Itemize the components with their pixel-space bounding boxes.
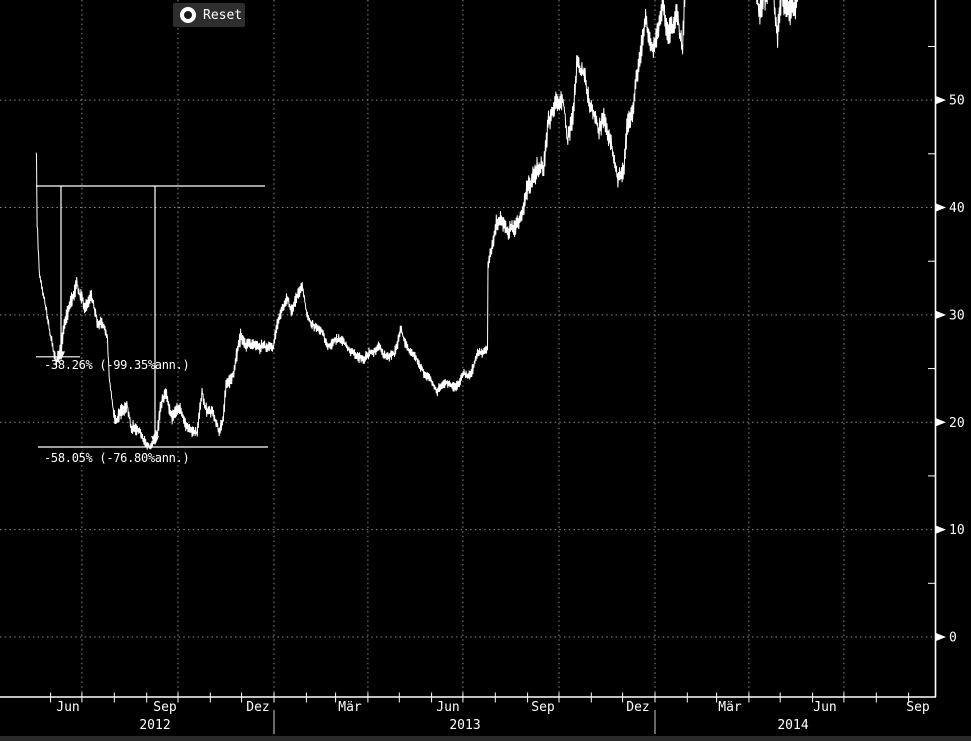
- x-axis-month-label: Sep: [153, 700, 177, 715]
- x-axis-month-label: Mär: [718, 700, 742, 715]
- y-axis-tick-label: 50: [949, 94, 965, 109]
- measure-label: -38.26% (-99.35%ann.): [44, 358, 189, 372]
- x-axis-month-label: Sep: [906, 700, 930, 715]
- reset-button-label: Reset: [203, 7, 243, 23]
- price-line: [35, 0, 799, 450]
- x-axis-year-label: 2012: [139, 718, 170, 733]
- y-tick-arrow-icon: [936, 418, 946, 427]
- x-axis-month-label: Mär: [338, 700, 362, 715]
- y-tick-arrow-icon: [936, 633, 946, 641]
- x-axis-year-label: 2013: [449, 718, 480, 733]
- measure-label: -58.05% (-76.80%ann.): [44, 451, 189, 465]
- y-tick-arrow-icon: [936, 96, 946, 105]
- y-axis[interactable]: 0 10 20 30 40 50: [928, 0, 965, 697]
- x-axis-month-label: Jun: [436, 700, 459, 715]
- y-tick-arrow-icon: [936, 203, 946, 212]
- x-axis-year-label: 2014: [777, 718, 808, 733]
- price-series: [35, 0, 799, 450]
- x-axis-month-label: Sep: [531, 700, 555, 715]
- x-axis-month-label: Jun: [813, 700, 836, 715]
- x-axis[interactable]: Jun Sep Dez Mär Jun Sep Dez Mär Jun Sep 2012 2013 20…: [0, 692, 936, 735]
- y-tick-arrow-icon: [936, 525, 946, 534]
- y-axis-tick-label: 30: [949, 308, 965, 323]
- measure-arrowhead-icon: [57, 351, 65, 361]
- bottom-bar: [0, 736, 971, 741]
- y-tick-arrow-icon: [936, 310, 946, 319]
- x-axis-month-label: Jun: [56, 700, 79, 715]
- measure-arrowhead-icon: [151, 436, 159, 446]
- measure-annotations[interactable]: -38.26% (-99.35%ann.) -58.05% (-76.80%ann…: [36, 185, 268, 465]
- y-axis-tick-label: 40: [949, 201, 965, 216]
- y-axis-tick-label: 20: [949, 416, 965, 431]
- reset-circle-icon: [180, 7, 196, 23]
- x-axis-month-label: Dez: [626, 700, 649, 715]
- y-axis-tick-label: 10: [949, 523, 965, 538]
- y-axis-tick-label: 0: [949, 631, 957, 646]
- gridlines: [0, 0, 935, 697]
- x-axis-month-label: Dez: [246, 700, 269, 715]
- reset-button[interactable]: Reset: [173, 3, 245, 27]
